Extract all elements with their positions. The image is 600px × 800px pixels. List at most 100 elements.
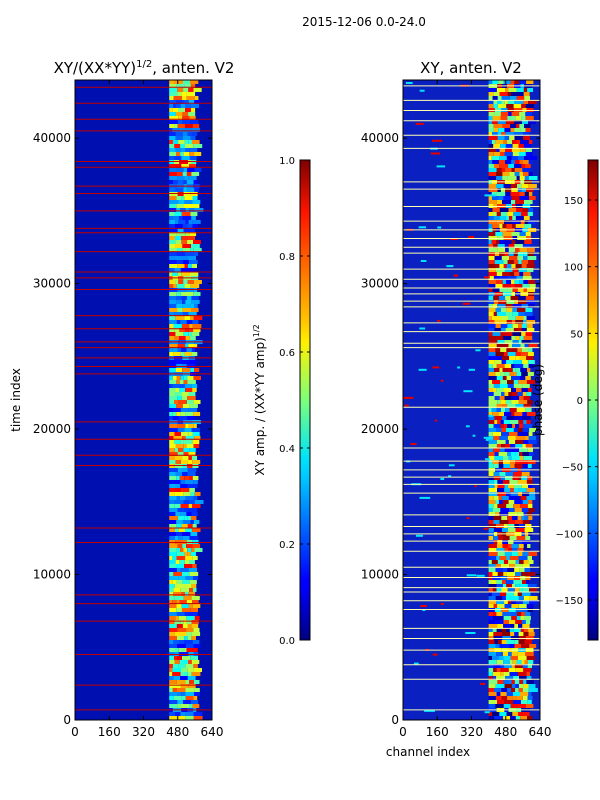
heatmap-cell (193, 328, 201, 332)
heatmap-cell (180, 620, 184, 624)
heatmap-cell (513, 380, 519, 384)
heatmap-cell (510, 192, 520, 196)
heatmap-cell (169, 584, 175, 588)
heatmap-cell (185, 412, 194, 416)
heatmap-cell (527, 448, 533, 452)
heatmap-cell (527, 556, 532, 560)
heatmap-cell (188, 392, 196, 396)
heatmap-cell (169, 468, 178, 472)
heatmap-cell (175, 712, 181, 716)
heatmap-cell (187, 472, 196, 476)
heatmap-cell (488, 420, 495, 424)
heatmap-cell (185, 680, 190, 684)
heatmap-cell (182, 308, 192, 312)
heatmap-cell (179, 496, 186, 500)
heatmap-cell (526, 420, 531, 424)
heatmap-cell (505, 132, 515, 136)
heatmap-cell (172, 384, 181, 388)
heatmap-cell (183, 452, 189, 456)
heatmap-cell (502, 528, 508, 532)
heatmap-cell (503, 660, 510, 664)
heatmap-cell (511, 188, 518, 192)
heatmap-cell (440, 478, 445, 480)
heatmap-cell (191, 660, 200, 664)
heatmap-cell (488, 676, 493, 680)
heatmap-cell (488, 604, 494, 608)
heatmap-cell (493, 536, 499, 540)
heatmap-cell (519, 280, 524, 284)
heatmap-cell (528, 552, 538, 556)
heatmap-cell (502, 632, 511, 636)
heatmap-cell (497, 100, 502, 104)
heatmap-cell (488, 120, 493, 124)
heatmap-cell (515, 320, 523, 324)
heatmap-cell (506, 492, 511, 496)
heatmap-cell (189, 572, 199, 576)
heatmap-cell (488, 584, 497, 588)
heatmap-cell (522, 520, 530, 524)
heatmap-cell (190, 520, 194, 524)
heatmap-cell (178, 128, 186, 132)
heatmap-cell (517, 612, 522, 616)
heatmap-cell (511, 396, 520, 400)
heatmap-cell (182, 624, 188, 628)
heatmap-cell (501, 444, 506, 448)
heatmap-cell (500, 188, 506, 192)
heatmap-cell (169, 576, 179, 580)
heatmap-cell (499, 472, 506, 476)
heatmap-cell (520, 140, 529, 144)
heatmap-cell (191, 332, 200, 336)
heatmap-cell (180, 256, 188, 260)
heatmap-cell (508, 608, 516, 612)
heatmap-cell (491, 316, 501, 320)
heatmap-cell (189, 448, 196, 452)
heatmap-cell (528, 632, 535, 636)
heatmap-cell (184, 352, 192, 356)
heatmap-cell (488, 396, 495, 400)
heatmap-cell (169, 376, 173, 380)
heatmap-cell (169, 588, 174, 592)
heatmap-cell (488, 636, 494, 640)
heatmap-cell (500, 692, 507, 696)
heatmap-cell (488, 136, 498, 140)
heatmap-cell (523, 92, 530, 96)
heatmap-cell (522, 608, 528, 612)
heatmap-cell (492, 304, 498, 308)
heatmap-cell (484, 711, 490, 714)
heatmap-cell (506, 224, 513, 228)
left-colorbar: 0.00.20.40.60.81.0 XY amp. / (XX*YY amp)… (252, 156, 311, 647)
heatmap-cell (508, 456, 512, 460)
heatmap-cell (528, 140, 533, 144)
heatmap-cell (189, 336, 196, 340)
heatmap-cell (492, 656, 499, 660)
heatmap-cell (181, 692, 186, 696)
heatmap-cell (514, 508, 522, 512)
heatmap-cell (177, 692, 182, 696)
heatmap-cell (528, 684, 536, 688)
heatmap-cell (512, 660, 517, 664)
heatmap-cell (507, 424, 513, 428)
heatmap-cell (526, 680, 534, 684)
heatmap-cell (497, 120, 506, 124)
heatmap-cell (501, 688, 508, 692)
heatmap-cell (174, 500, 184, 504)
heatmap-cell (519, 272, 524, 276)
heatmap-cell (493, 436, 500, 440)
heatmap-cell (190, 656, 198, 660)
heatmap-cell (500, 316, 509, 320)
heatmap-cell (488, 248, 498, 252)
heatmap-cell (509, 216, 513, 220)
heatmap-cell (517, 592, 522, 596)
heatmap-cell (169, 132, 176, 136)
heatmap-cell (488, 344, 497, 348)
heatmap-cell (528, 364, 534, 368)
heatmap-cell (494, 452, 499, 456)
heatmap-cell (191, 624, 199, 628)
heatmap-cell (179, 216, 183, 220)
heatmap-cell (493, 448, 500, 452)
heatmap-cell (188, 312, 197, 316)
heatmap-cell (176, 688, 186, 692)
heatmap-cell (516, 176, 520, 180)
heatmap-cell (515, 368, 521, 372)
heatmap-cell (521, 508, 529, 512)
